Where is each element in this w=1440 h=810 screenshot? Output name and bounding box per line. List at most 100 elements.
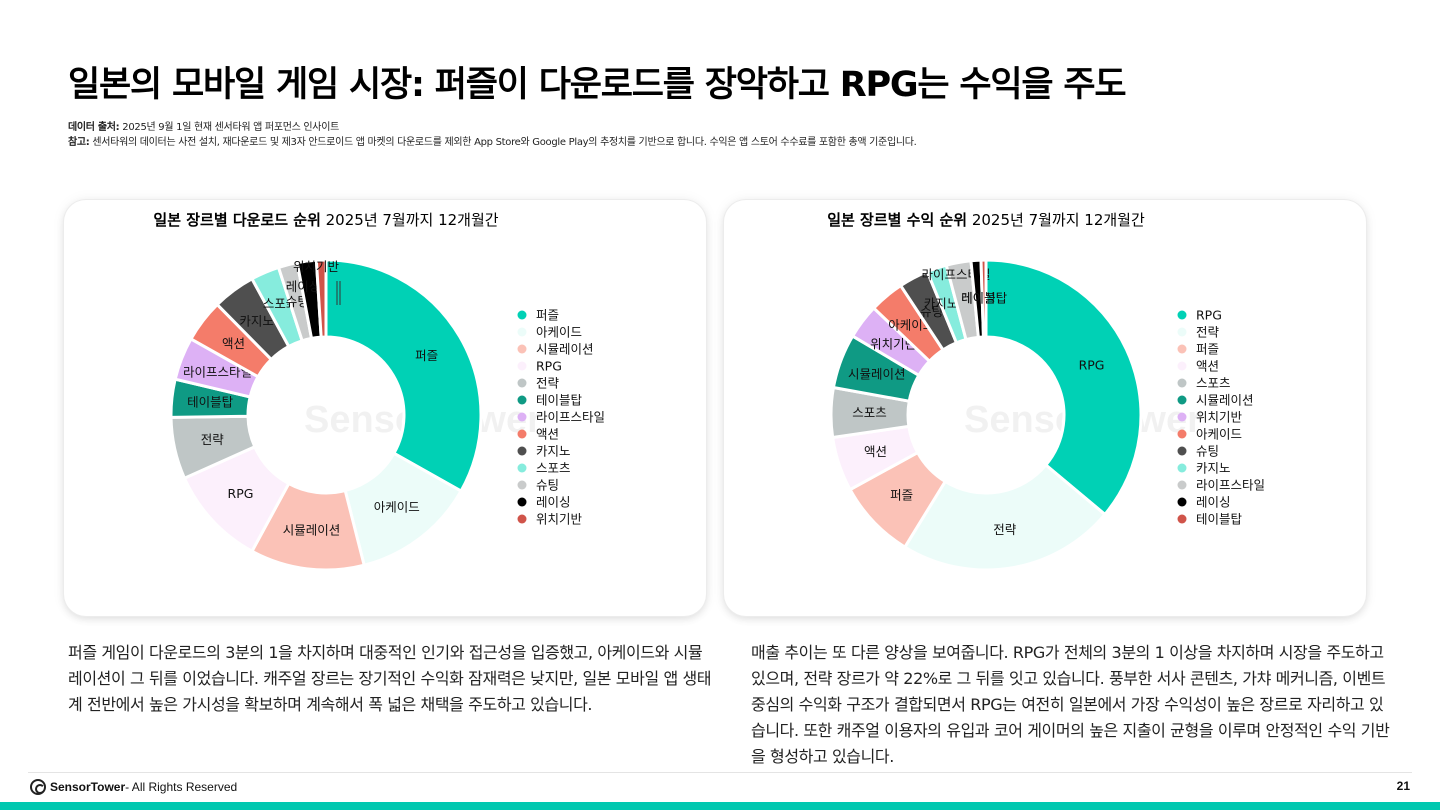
legend-swatch [1177, 480, 1187, 490]
legend-label: RPG [1196, 308, 1222, 323]
slice-label: 카지노 [239, 313, 274, 328]
revenue-donut-chart: 일본 장르별 수익 순위 2025년 7월까지 12개월간SensorTower… [827, 211, 1265, 572]
legend-swatch [1177, 429, 1187, 439]
legend-label: 퍼즐 [1196, 342, 1219, 357]
legend-label: 시뮬레이션 [536, 342, 594, 357]
legend-swatch [517, 429, 527, 439]
data-source-text: 2025년 9월 1일 현재 센서타워 앱 퍼포먼스 인사이트 [119, 122, 339, 133]
legend-swatch [1177, 446, 1187, 456]
bottom-accent-bar [0, 802, 1440, 810]
chart-title: 일본 장르별 다운로드 순위 2025년 7월까지 12개월간 [153, 211, 498, 229]
legend-label: 라이프스타일 [1196, 478, 1265, 493]
legend-swatch [1177, 361, 1187, 371]
legend-label: 테이블탑 [1196, 512, 1243, 527]
legend-label: 스포츠 [1196, 376, 1231, 391]
legend-label: 위치기반 [1196, 410, 1243, 425]
page-title: 일본의 모바일 게임 시장: 퍼즐이 다운로드를 장악하고 RPG는 수익을 주… [68, 65, 1127, 105]
slice-label: 스포츠 [852, 405, 887, 420]
sensor-tower-logo-icon [30, 779, 46, 795]
slice-label: 테이블탑 [961, 291, 1008, 306]
slice-label: RPG [228, 486, 254, 501]
donut-slice [324, 258, 483, 494]
legend-swatch [517, 497, 527, 507]
slice-label: 전략 [993, 522, 1017, 537]
chart-title: 일본 장르별 수익 순위 2025년 7월까지 12개월간 [827, 211, 1145, 229]
legend-label: 퍼즐 [536, 308, 559, 323]
slice-label: 위치기반 [870, 337, 917, 352]
data-source-line: 데이터 출처: 2025년 9월 1일 현재 센서타워 앱 퍼포먼스 인사이트 [68, 120, 917, 135]
legend-swatch [1177, 378, 1187, 388]
slice-label: 테이블탑 [187, 394, 234, 409]
footer-brand-name: SensorTower [50, 780, 126, 794]
page-number: 21 [1396, 779, 1410, 793]
legend-label: 전략 [1196, 325, 1220, 340]
revenue-caption: 매출 추이는 또 다른 양상을 보여줍니다. RPG가 전체의 3분의 1 이상… [751, 643, 1390, 766]
slice-label: 카지노 [924, 296, 959, 311]
legend-swatch [517, 378, 527, 388]
legend-label: 카지노 [1196, 461, 1231, 476]
legend-label: 슈팅 [1196, 444, 1219, 459]
note-text: 센서타워의 데이터는 사전 설치, 재다운로드 및 제3자 안드로이드 앱 마켓… [89, 137, 917, 148]
legend-swatch [517, 463, 527, 473]
legend-swatch [1177, 463, 1187, 473]
slice-label: RPG [1079, 358, 1105, 373]
downloads-caption: 퍼즐 게임이 다운로드의 3분의 1을 차지하며 대중적인 인기와 접근성을 입… [68, 643, 712, 714]
legend-label: 레이싱 [536, 495, 571, 510]
slice-label: 라이프스타일 [183, 365, 252, 380]
slice-label: 슈팅 [920, 304, 943, 319]
data-source-label: 데이터 출처: [68, 122, 120, 133]
legend-swatch [1177, 497, 1187, 507]
footer-rights: - All Rights Reserved [125, 780, 238, 794]
legend-swatch [1177, 327, 1187, 337]
legend-swatch [517, 412, 527, 422]
slice-label: 퍼즐 [415, 348, 438, 363]
revenue-chart-card: 일본 장르별 수익 순위 2025년 7월까지 12개월간SensorTower… [724, 200, 1366, 616]
legend-label: 레이싱 [1196, 495, 1231, 510]
note-label: 참고: [68, 137, 90, 148]
slice-label: 퍼즐 [890, 487, 913, 502]
slice-label: 시뮬레이션 [283, 523, 341, 538]
slice-label: 아케이드 [374, 500, 420, 515]
legend-label: 위치기반 [536, 512, 583, 527]
legend-swatch [1177, 412, 1187, 422]
slice-label: 액션 [864, 444, 887, 459]
donut-slice [902, 462, 1108, 572]
legend-label: 액션 [536, 427, 559, 442]
legend-swatch [1177, 514, 1187, 524]
legend-swatch [517, 480, 527, 490]
slice-label: 시뮬레이션 [848, 366, 906, 381]
legend-label: 슈팅 [536, 478, 559, 493]
donut-slice [984, 258, 1143, 517]
donut-slice [979, 258, 988, 339]
legend-swatch [1177, 344, 1187, 354]
legend-swatch [517, 514, 527, 524]
legend-swatch [1177, 395, 1187, 405]
legend-label: 전략 [536, 376, 560, 391]
slice-label: 액션 [222, 336, 245, 351]
donut-slice [314, 258, 328, 339]
downloads-chart-card: 일본 장르별 다운로드 순위 2025년 7월까지 12개월간SensorTow… [64, 200, 706, 616]
footer-brand: SensorTower - All Rights Reserved [30, 778, 237, 796]
slice-label: 전략 [201, 432, 225, 447]
note-line: 참고: 센서타워의 데이터는 사전 설치, 재다운로드 및 제3자 안드로이드 … [68, 135, 917, 150]
legend-label: 라이프스타일 [536, 410, 605, 425]
legend-label: 시뮬레이션 [1196, 393, 1254, 408]
legend-swatch [517, 310, 527, 320]
legend-label: 스포츠 [536, 461, 571, 476]
legend-label: 테이블탑 [536, 393, 583, 408]
legend-label: 아케이드 [536, 325, 582, 340]
legend-swatch [517, 446, 527, 456]
slice-label: 레이싱 [286, 279, 321, 294]
footer-divider [28, 772, 1412, 773]
legend-swatch [517, 344, 527, 354]
legend-swatch [517, 395, 527, 405]
legend-label: 카지노 [536, 444, 571, 459]
source-notes: 데이터 출처: 2025년 9월 1일 현재 센서타워 앱 퍼포먼스 인사이트 … [68, 120, 917, 150]
legend-label: RPG [536, 359, 562, 374]
legend-swatch [1177, 310, 1187, 320]
downloads-donut-chart: 일본 장르별 다운로드 순위 2025년 7월까지 12개월간SensorTow… [153, 211, 605, 572]
slice-label: 위치기반 [293, 259, 340, 274]
legend-swatch [517, 327, 527, 337]
legend-swatch [517, 361, 527, 371]
legend-label: 아케이드 [1196, 427, 1242, 442]
